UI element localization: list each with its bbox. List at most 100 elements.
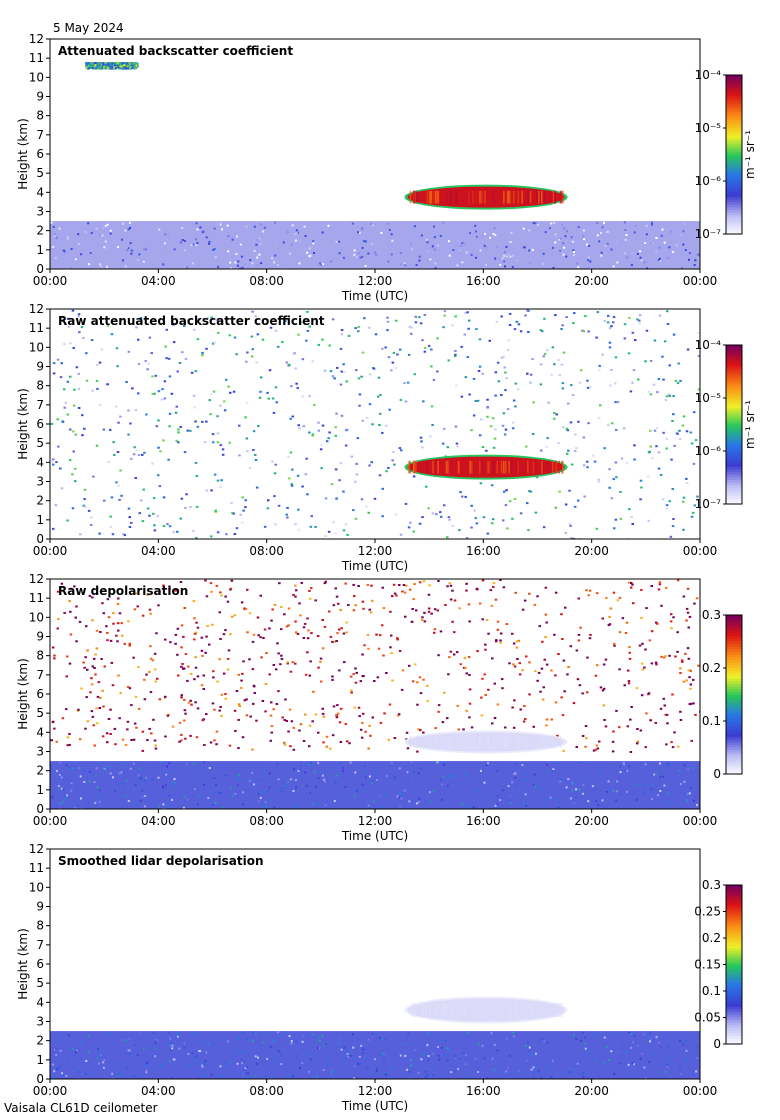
noise-pixel	[238, 424, 241, 427]
x-tick-label: 00:00	[683, 274, 718, 288]
layer-pixel	[349, 761, 352, 764]
noise-pixel	[517, 323, 521, 326]
noise-pixel	[241, 736, 245, 739]
noise-pixel	[336, 704, 339, 707]
noise-pixel	[638, 322, 641, 325]
noise-pixel	[77, 372, 80, 375]
cloud-streak	[493, 736, 495, 748]
noise-pixel	[372, 367, 376, 370]
layer-pixel	[104, 240, 107, 243]
noise-pixel	[501, 424, 505, 427]
noise-pixel	[353, 595, 356, 598]
layer-pixel	[317, 1047, 320, 1050]
noise-pixel	[628, 316, 631, 319]
noise-pixel	[128, 644, 131, 647]
noise-pixel	[647, 451, 651, 454]
noise-pixel	[106, 324, 110, 327]
noise-pixel	[411, 680, 415, 683]
noise-pixel	[245, 437, 249, 440]
cloud-streak	[449, 736, 451, 748]
colorbar-segment	[726, 379, 742, 383]
noise-pixel	[382, 654, 385, 657]
noise-pixel	[386, 316, 389, 319]
layer-pixel	[112, 776, 114, 779]
layer-pixel	[431, 1053, 434, 1056]
y-tick-label: 5	[36, 166, 44, 180]
layer-pixel	[291, 224, 294, 227]
layer-pixel	[129, 221, 131, 224]
layer-pixel	[610, 248, 613, 251]
layer-pixel	[659, 790, 662, 792]
layer-pixel	[87, 222, 90, 225]
noise-pixel	[514, 405, 517, 408]
layer-pixel	[216, 1050, 219, 1053]
noise-pixel	[693, 504, 697, 507]
x-tick-label: 00:00	[683, 814, 718, 828]
noise-pixel	[343, 661, 346, 664]
colorbar-tick-label: 0.3	[702, 608, 721, 622]
noise-pixel	[345, 428, 349, 431]
cloud-streak	[426, 460, 428, 474]
layer-pixel	[394, 1064, 397, 1067]
cloud-streak	[433, 1003, 435, 1017]
layer-pixel	[463, 243, 466, 246]
layer-pixel	[102, 226, 104, 229]
noise-pixel	[689, 687, 692, 690]
noise-pixel	[681, 659, 684, 662]
noise-pixel	[193, 406, 196, 409]
noise-pixel	[665, 743, 668, 746]
layer-pixel	[349, 1054, 352, 1057]
noise-pixel	[320, 467, 323, 470]
noise-pixel	[330, 483, 334, 486]
cloud-streak	[532, 736, 535, 748]
noise-pixel	[77, 407, 81, 409]
noise-pixel	[205, 489, 208, 492]
noise-pixel	[554, 701, 558, 704]
noise-pixel	[446, 717, 449, 720]
noise-pixel	[98, 361, 102, 364]
noise-pixel	[526, 309, 529, 312]
layer-pixel	[428, 791, 431, 794]
layer-pixel	[600, 231, 602, 234]
cloud-streak	[414, 736, 417, 748]
noise-pixel	[134, 695, 138, 698]
noise-pixel	[66, 744, 69, 747]
noise-pixel	[561, 714, 565, 717]
layer-pixel	[694, 259, 697, 262]
noise-pixel	[422, 400, 425, 403]
noise-pixel	[496, 361, 500, 364]
layer-pixel	[661, 775, 664, 778]
cloud-streak	[431, 190, 434, 204]
layer-pixel	[592, 1032, 595, 1035]
layer-pixel	[309, 761, 312, 764]
layer-pixel	[193, 763, 196, 766]
colorbar-tick-label: 10⁻⁴	[695, 68, 722, 82]
noise-pixel	[312, 690, 315, 693]
noise-pixel	[672, 395, 675, 398]
noise-pixel	[641, 668, 645, 671]
colorbar-segment	[726, 162, 742, 166]
noise-pixel	[268, 673, 271, 676]
noise-pixel	[560, 363, 564, 366]
noise-pixel	[390, 369, 393, 372]
noise-pixel	[612, 321, 615, 324]
noise-pixel	[653, 429, 657, 432]
noise-pixel	[673, 731, 676, 734]
layer-pixel	[98, 1053, 101, 1056]
layer-pixel	[307, 763, 310, 766]
layer-pixel	[685, 791, 688, 794]
cloud-streak	[505, 460, 507, 474]
noise-pixel	[446, 536, 449, 539]
noise-pixel	[585, 589, 588, 592]
layer-pixel	[503, 254, 506, 257]
noise-pixel	[401, 669, 405, 672]
x-axis-label: Time (UTC)	[341, 829, 408, 843]
layer-pixel	[602, 1062, 605, 1065]
noise-pixel	[446, 446, 450, 449]
layer-pixel	[205, 236, 208, 239]
layer-pixel	[66, 236, 69, 239]
layer-pixel	[221, 228, 223, 231]
noise-pixel	[320, 444, 323, 446]
noise-pixel	[539, 363, 543, 366]
